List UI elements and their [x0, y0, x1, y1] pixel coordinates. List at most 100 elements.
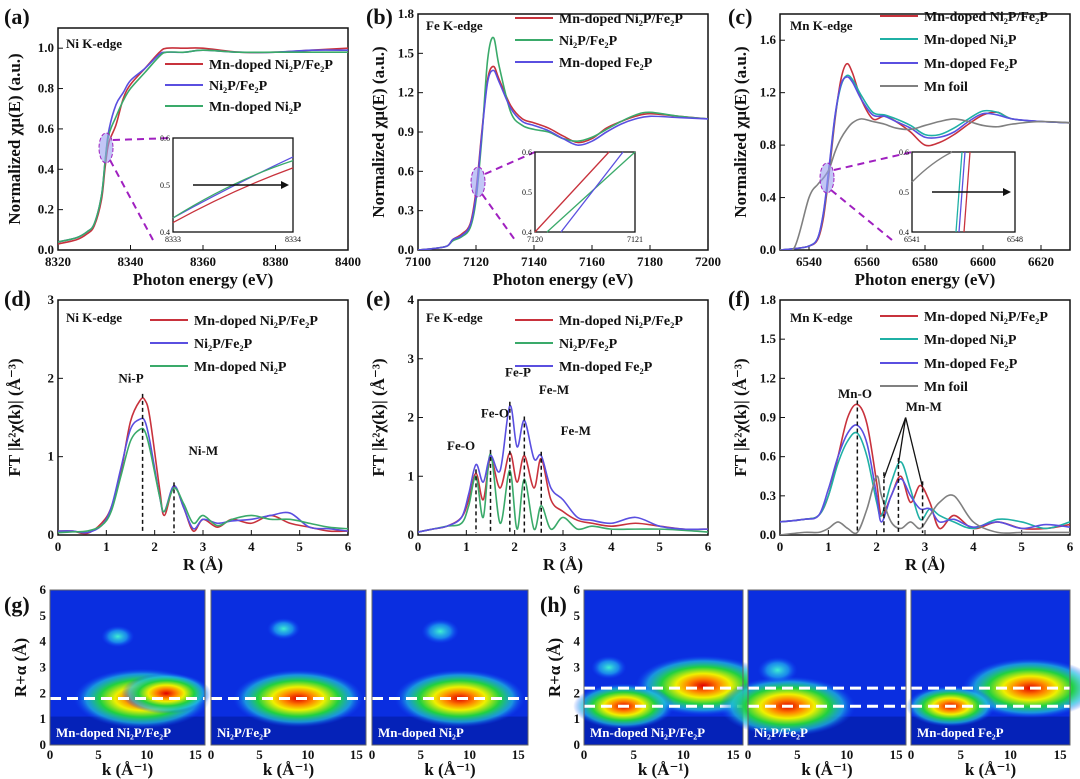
edge-label: Fe K-edge — [426, 18, 483, 33]
x-tick-label: 5 — [957, 747, 964, 762]
legend-label: Mn-doped Fe₂P — [559, 56, 653, 71]
x-tick-label: 6 — [345, 539, 352, 554]
y-axis-label: Normalized χμ(E) (a.u.) — [731, 46, 750, 217]
x-tick-label: 5 — [794, 747, 801, 762]
inset-x-tick: 8334 — [285, 235, 301, 244]
map-frame — [49, 589, 206, 746]
y-tick-label: 2 — [40, 685, 47, 700]
y-tick-label: 1.5 — [760, 331, 777, 346]
zoom-connector — [112, 137, 174, 141]
x-tick-label: 0 — [777, 539, 784, 554]
y-tick-label: 2 — [48, 370, 55, 385]
series-line — [418, 451, 708, 533]
inset-y-tick: 0.5 — [899, 188, 909, 197]
zoom-region — [470, 166, 486, 198]
y-tick-label: 3 — [408, 351, 415, 366]
y-tick-label: 0.0 — [760, 527, 776, 542]
x-tick-label: 7140 — [521, 254, 547, 269]
x-tick-label: 6540 — [796, 254, 822, 269]
x-tick-label: 10 — [301, 747, 314, 762]
x-axis-label: k (Å⁻¹) — [801, 760, 852, 779]
x-axis-label: k (Å⁻¹) — [263, 760, 314, 779]
x-tick-label: 0 — [745, 747, 752, 762]
arrow-head-icon — [281, 181, 289, 189]
y-tick-label: 0.0 — [38, 242, 54, 257]
peak-annotation: Fe-M — [561, 423, 591, 438]
map-frame — [210, 589, 367, 746]
series-line — [780, 431, 1070, 530]
y-tick-label: 6 — [574, 582, 581, 597]
legend-label: Ni₂P/Fe₂P — [209, 79, 268, 94]
x-tick-label: 2 — [151, 539, 158, 554]
x-tick-label: 15 — [512, 747, 526, 762]
panel-f: (f) 0 1 2 3 4 5 6 0.0 0.3 0.6 0.9 1.2 1.5 1.8 R (Å) FT |… — [728, 286, 1074, 574]
map-label: Ni₂P/Fe₂P — [754, 725, 808, 740]
y-tick-label: 5 — [574, 608, 581, 623]
annotation-arrow — [897, 417, 907, 464]
legend-label: Mn-doped Ni₂P/Fe₂P — [194, 314, 318, 329]
x-tick-label: 2 — [873, 539, 880, 554]
peak-annotation: Ni-M — [189, 443, 219, 458]
panel-label: (b) — [366, 4, 393, 29]
annotation-arrow — [905, 417, 924, 488]
y-tick-label: 2 — [574, 685, 581, 700]
x-tick-label: 15 — [727, 747, 741, 762]
panel-label: (c) — [728, 4, 752, 29]
legend-label: Ni₂P/Fe₂P — [559, 337, 618, 352]
map-hotspot — [591, 655, 627, 680]
x-tick-label: 6560 — [854, 254, 880, 269]
y-tick-label: 1 — [40, 711, 47, 726]
x-tick-label: 6620 — [1028, 254, 1054, 269]
x-tick-label: 1 — [825, 539, 832, 554]
map-frame — [583, 589, 744, 746]
y-axis-label: FT |k²χ(k)| (Å⁻³) — [369, 358, 388, 476]
inset-series-line — [172, 167, 294, 224]
x-tick-label: 3 — [560, 539, 567, 554]
y-tick-label: 0.0 — [398, 242, 414, 257]
y-tick-label: 0.2 — [38, 202, 54, 217]
y-tick-label: 0 — [48, 527, 55, 542]
peak-annotation: Fe-O — [481, 406, 509, 421]
map-hotspot — [267, 617, 301, 640]
x-tick-label: 8340 — [118, 254, 144, 269]
y-tick-label: 0.3 — [398, 203, 415, 218]
peak-annotation: Mn-O — [838, 386, 872, 401]
panel-label: (f) — [728, 286, 750, 311]
map-hotspot — [101, 625, 135, 648]
inset-y-tick: 0.6 — [160, 134, 170, 143]
inset-series-line — [172, 156, 294, 219]
map-hotspot — [757, 656, 798, 684]
x-tick-label: 8320 — [45, 254, 71, 269]
x-tick-label: 5 — [95, 747, 102, 762]
y-tick-label: 0.6 — [398, 163, 415, 178]
zoom-connector — [833, 151, 913, 171]
x-axis-label: Photon energy (eV) — [855, 270, 996, 289]
y-tick-label: 0.4 — [760, 190, 777, 205]
y-tick-label: 1.5 — [398, 45, 415, 60]
y-axis-label: R+α (Å) — [545, 638, 564, 697]
map-label: Ni₂P/Fe₂P — [217, 725, 271, 740]
edge-label: Ni K-edge — [66, 36, 122, 51]
x-tick-label: 5 — [256, 747, 263, 762]
legend-label: Mn-doped Ni₂P/Fe₂P — [209, 58, 333, 73]
legend-label: Mn-doped Ni₂P/Fe₂P — [559, 12, 683, 27]
y-tick-label: 2 — [408, 410, 415, 425]
y-tick-label: 1.8 — [760, 292, 777, 307]
x-tick-label: 0 — [415, 539, 422, 554]
x-tick-label: 5 — [1018, 539, 1025, 554]
y-tick-label: 6 — [40, 582, 47, 597]
inset-y-tick: 0.6 — [522, 148, 532, 157]
x-tick-label: 10 — [463, 747, 476, 762]
y-tick-label: 1 — [408, 468, 415, 483]
x-tick-label: 5 — [656, 539, 663, 554]
zoom-connector — [830, 189, 893, 241]
x-tick-label: 7180 — [637, 254, 663, 269]
y-tick-label: 1.2 — [398, 85, 414, 100]
x-tick-label: 15 — [350, 747, 364, 762]
y-axis-label: FT |k²χ(k)| (Å⁻³) — [5, 358, 24, 476]
x-tick-label: 4 — [970, 539, 977, 554]
